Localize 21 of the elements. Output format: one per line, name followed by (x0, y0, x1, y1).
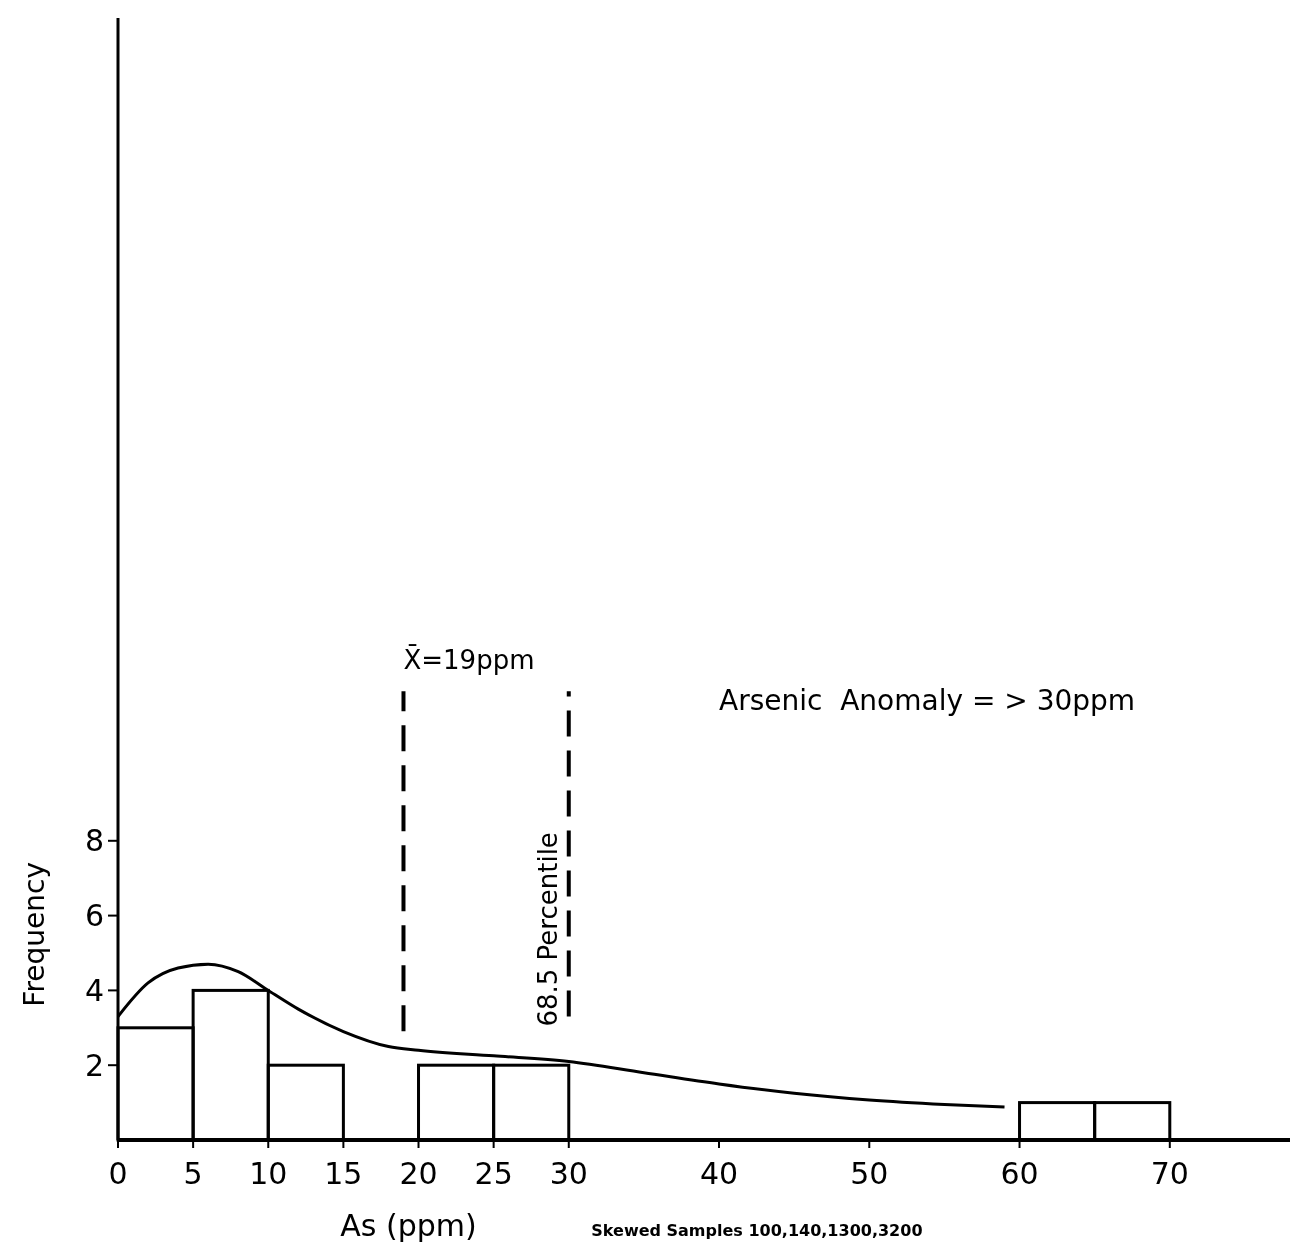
x-tick-label: 60 (1000, 1156, 1039, 1191)
x-tick-label: 15 (324, 1156, 363, 1191)
x-tick-label: 30 (549, 1156, 588, 1191)
x-tick-label: 0 (108, 1156, 128, 1191)
y-tick-label: 4 (84, 972, 104, 1008)
x-tick-label: 70 (1150, 1156, 1189, 1191)
x-tick-label: 25 (474, 1156, 513, 1191)
x-tick-label: 5 (183, 1156, 203, 1191)
y-tick-label: 6 (84, 898, 104, 934)
annotation: Arsenic Anomaly = > 30ppm (719, 683, 1136, 717)
x-tick-label: 50 (850, 1156, 889, 1191)
x-tick-label: 40 (699, 1156, 739, 1191)
ref-line-label: X̄=19ppm (403, 644, 535, 676)
y-axis-title: Frequency (18, 861, 51, 1007)
text: Skewed Samples 100,140,1300,3200 (591, 1221, 923, 1240)
y-tick-label: 8 (84, 823, 104, 859)
y-tick-label: 2 (84, 1047, 104, 1083)
ref-line-label: 68.5 Percentile (532, 832, 563, 1027)
x-axis-title: As (ppm) (340, 1208, 477, 1243)
x-tick-label: 10 (249, 1156, 288, 1191)
x-tick-label: 20 (399, 1156, 438, 1191)
